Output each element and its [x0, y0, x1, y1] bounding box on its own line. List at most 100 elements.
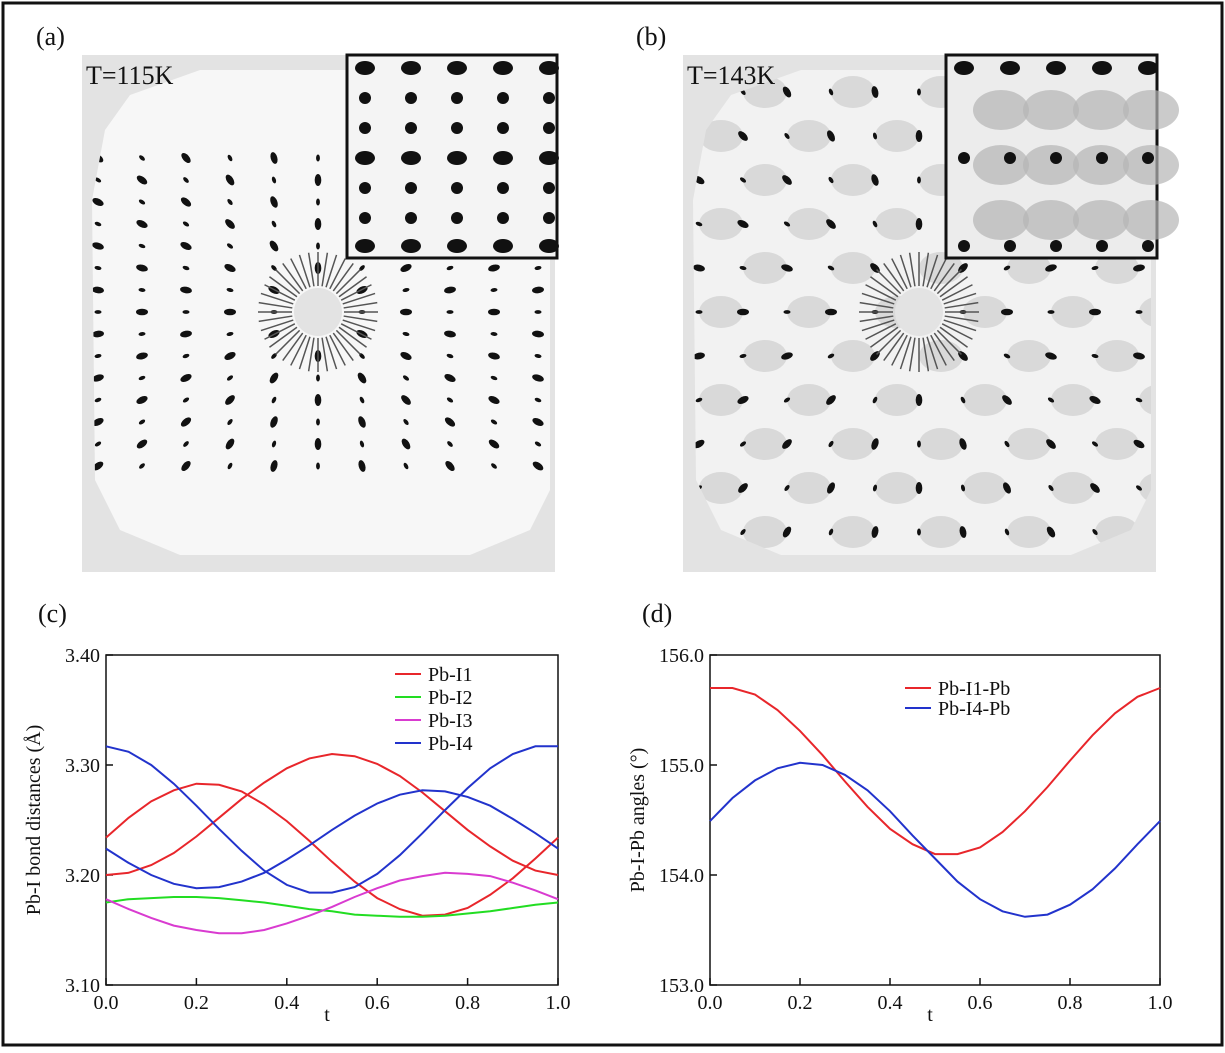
spot: [271, 176, 277, 184]
streak: [335, 329, 361, 355]
spot: [226, 331, 234, 337]
y-tick-label: 153.0: [659, 975, 704, 997]
data-line: [105, 789, 559, 890]
spot: [447, 239, 467, 253]
spot: [781, 352, 793, 360]
diffuse-cloud: [973, 90, 1029, 130]
spot: [739, 353, 747, 359]
spot: [92, 242, 104, 250]
spot: [94, 310, 102, 314]
spot: [739, 177, 747, 183]
spot: [402, 375, 410, 381]
diffuse-cloud: [1051, 472, 1095, 504]
streak: [290, 258, 307, 290]
spot: [784, 484, 790, 492]
x-tick-label: 0.6: [365, 992, 390, 1014]
x-tick-label: 0.6: [968, 992, 993, 1014]
spot: [1003, 353, 1011, 359]
spot: [532, 374, 544, 382]
spot: [358, 460, 366, 472]
spot: [225, 395, 235, 405]
spot: [534, 353, 542, 359]
diffuse-cloud: [831, 428, 875, 460]
diffuse-cloud: [973, 200, 1029, 240]
spot: [1048, 484, 1054, 492]
spot: [400, 352, 412, 360]
streak: [325, 336, 338, 370]
diffuse-cloud: [919, 516, 963, 548]
spot: [871, 174, 879, 186]
spot: [136, 352, 148, 360]
spot: [446, 397, 454, 403]
diffuse-cloud: [743, 252, 787, 284]
streak: [908, 252, 916, 287]
x-axis-label: t: [324, 1004, 330, 1026]
x-tick-label: 0.0: [94, 992, 119, 1014]
spot: [917, 176, 921, 184]
spot: [224, 264, 236, 272]
x-axis-label: t: [927, 1004, 933, 1026]
spot: [447, 61, 467, 75]
spot: [827, 482, 835, 494]
spot: [182, 221, 190, 227]
x-tick-label: 0.2: [184, 992, 209, 1014]
diffuse-cloud: [831, 252, 875, 284]
diffuse-cloud: [787, 296, 831, 328]
spot: [269, 240, 279, 252]
spot: [543, 92, 555, 104]
spot: [493, 61, 513, 75]
spot: [490, 332, 498, 336]
diffuse-cloud: [699, 472, 743, 504]
spot: [1045, 352, 1057, 360]
y-tick-label: 156.0: [659, 645, 704, 667]
spot: [784, 132, 790, 140]
data-line: [105, 745, 558, 894]
streak: [936, 269, 962, 295]
spot: [451, 182, 463, 194]
diffuse-cloud: [831, 164, 875, 196]
spot: [316, 198, 320, 206]
spot: [139, 155, 145, 161]
spot: [539, 151, 559, 165]
spot: [532, 330, 544, 338]
spot: [1089, 308, 1101, 316]
beam-stop: [895, 288, 943, 336]
beam-stop: [294, 288, 342, 336]
spot: [446, 310, 454, 314]
spot: [94, 177, 102, 183]
spot: [359, 212, 371, 224]
spot: [497, 212, 509, 224]
spot: [270, 196, 278, 208]
streak: [944, 301, 979, 309]
spot: [314, 438, 322, 450]
inset-spots: [954, 61, 1179, 252]
streak: [922, 252, 930, 287]
spot: [271, 265, 277, 271]
spot: [1135, 310, 1143, 314]
data-line: [105, 782, 559, 917]
spot: [782, 526, 792, 538]
streak: [332, 263, 354, 292]
spot: [1092, 529, 1098, 535]
spot: [534, 265, 542, 271]
streak: [321, 337, 329, 372]
spot: [828, 440, 834, 448]
spot: [695, 221, 703, 227]
streak: [870, 276, 899, 298]
spot: [872, 220, 878, 228]
spot: [359, 265, 365, 271]
spot: [451, 122, 463, 134]
spot: [825, 308, 837, 316]
panel-label: (b): [636, 22, 666, 51]
spot: [355, 151, 375, 165]
temperature-label: T=115K: [86, 61, 174, 90]
spot: [405, 212, 417, 224]
legend-label: Pb-I2: [428, 687, 472, 709]
diffuse-cloud: [831, 516, 875, 548]
spot: [1047, 397, 1055, 403]
data-line: [709, 761, 1161, 918]
diffuse-cloud: [787, 472, 831, 504]
spot: [225, 438, 235, 450]
streak: [282, 263, 304, 292]
spot: [225, 219, 235, 229]
